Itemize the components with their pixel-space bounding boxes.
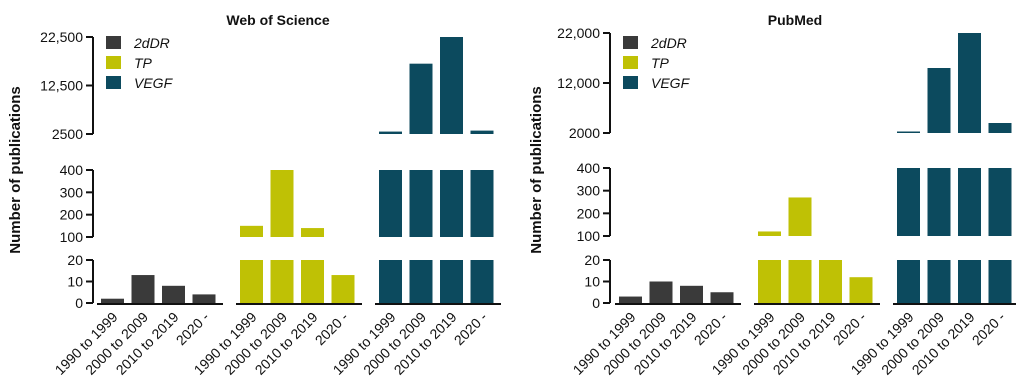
y-tick-label: 12,500 [40,78,83,94]
x-tick-label: 2020 - [451,309,491,349]
chart-panel-2: PubMed Number of publications 0 10 20 100 200 3… [528,12,1016,378]
y-tick-label: 2000 [569,125,600,141]
bar-VEGF-3-high [988,123,1012,133]
bar-2dDR-2-low [680,285,703,303]
y-tick-label: 0 [592,295,600,311]
bar-2dDR-0-low [619,296,642,303]
bar-VEGF-1-low [409,260,433,303]
bar-VEGF-2-mid [958,168,981,236]
y-tick-label: 22,500 [40,29,83,45]
y-tick-label: 100 [60,229,84,245]
bar-VEGF-3-low [988,260,1012,303]
bar-VEGF-0-mid [379,170,402,237]
bar-VEGF-3-high [470,130,494,134]
bar-VEGF-2-low [440,260,463,303]
bar-TP-2-low [819,260,842,303]
y-tick-label: 200 [60,207,84,223]
bar-TP-0-mid [240,225,263,237]
legend-swatch-TP [106,56,121,69]
x-tick-label: 2020 - [830,309,870,349]
bar-VEGF-0-high [379,131,402,134]
y-tick-label: 20 [584,252,600,268]
bar-VEGF-1-low [927,260,951,303]
chart-title: PubMed [768,12,822,28]
bar-TP-0-low [240,260,263,303]
y-axis-label: Number of publications [528,86,545,254]
y-tick-label: 12,000 [557,75,600,91]
bar-VEGF-1-high [409,63,433,134]
bar-TP-0-low [758,260,781,303]
y-tick-label: 10 [67,274,83,290]
y-tick-label: 22,000 [557,25,600,41]
legend-label: VEGF [134,75,174,91]
bar-VEGF-0-low [379,260,402,303]
bar-VEGF-2-mid [440,170,463,237]
bar-VEGF-0-mid [897,168,920,236]
bar-VEGF-1-mid [409,170,433,237]
bar-2dDR-1-low [131,275,155,303]
x-tick-label: 2020 - [173,309,213,349]
bar-2dDR-0-low [101,298,124,303]
bar-2dDR-3-low [710,292,734,303]
bar-VEGF-0-high [897,131,920,133]
y-tick-label: 10 [584,274,600,290]
bar-VEGF-2-high [440,37,463,134]
chart-panel-1: Web of Science Number of publications 0 10 2… [7,12,501,378]
legend-label: 2dDR [650,35,687,51]
bar-TP-1-mid [788,197,812,236]
bar-TP-2-low [301,260,324,303]
y-tick-label: 200 [577,205,601,221]
legend-label: TP [134,55,153,71]
bar-VEGF-3-mid [988,168,1012,236]
legend-label: 2dDR [133,35,170,51]
y-tick-label: 100 [577,228,601,244]
x-tick-label: 2020 - [969,309,1009,349]
bar-VEGF-2-high [958,33,981,133]
chart-title: Web of Science [226,12,329,28]
legend-swatch-TP [623,56,638,69]
bar-VEGF-3-low [470,260,494,303]
bar-2dDR-2-low [162,285,185,303]
bar-VEGF-1-mid [927,168,951,236]
legend-label: TP [651,55,670,71]
y-tick-label: 20 [67,252,83,268]
bar-TP-2-mid [301,228,324,237]
x-tick-label: 2020 - [312,309,352,349]
y-axis-label: Number of publications [7,86,24,254]
bar-2dDR-1-low [649,281,673,303]
bar-TP-1-mid [270,170,294,237]
bar-VEGF-1-high [927,68,951,133]
y-tick-label: 2500 [52,126,83,142]
bar-VEGF-2-low [958,260,981,303]
y-tick-label: 300 [577,183,601,199]
bar-VEGF-3-mid [470,170,494,237]
legend-swatch-VEGF [106,76,121,89]
y-tick-label: 300 [60,184,84,200]
legend-swatch-2dDR [106,36,121,49]
y-tick-label: 0 [75,295,83,311]
legend-swatch-VEGF [623,76,638,89]
y-tick-label: 400 [577,160,601,176]
bar-VEGF-0-low [897,260,920,303]
bar-TP-1-low [270,260,294,303]
legend-swatch-2dDR [623,36,638,49]
bar-2dDR-3-low [192,294,216,303]
bar-TP-3-low [849,277,873,303]
x-tick-label: 2020 - [691,309,731,349]
y-tick-label: 400 [60,162,84,178]
legend-label: VEGF [651,75,691,91]
bar-TP-1-low [788,260,812,303]
bar-TP-3-low [331,275,355,303]
bar-TP-0-mid [758,231,781,236]
